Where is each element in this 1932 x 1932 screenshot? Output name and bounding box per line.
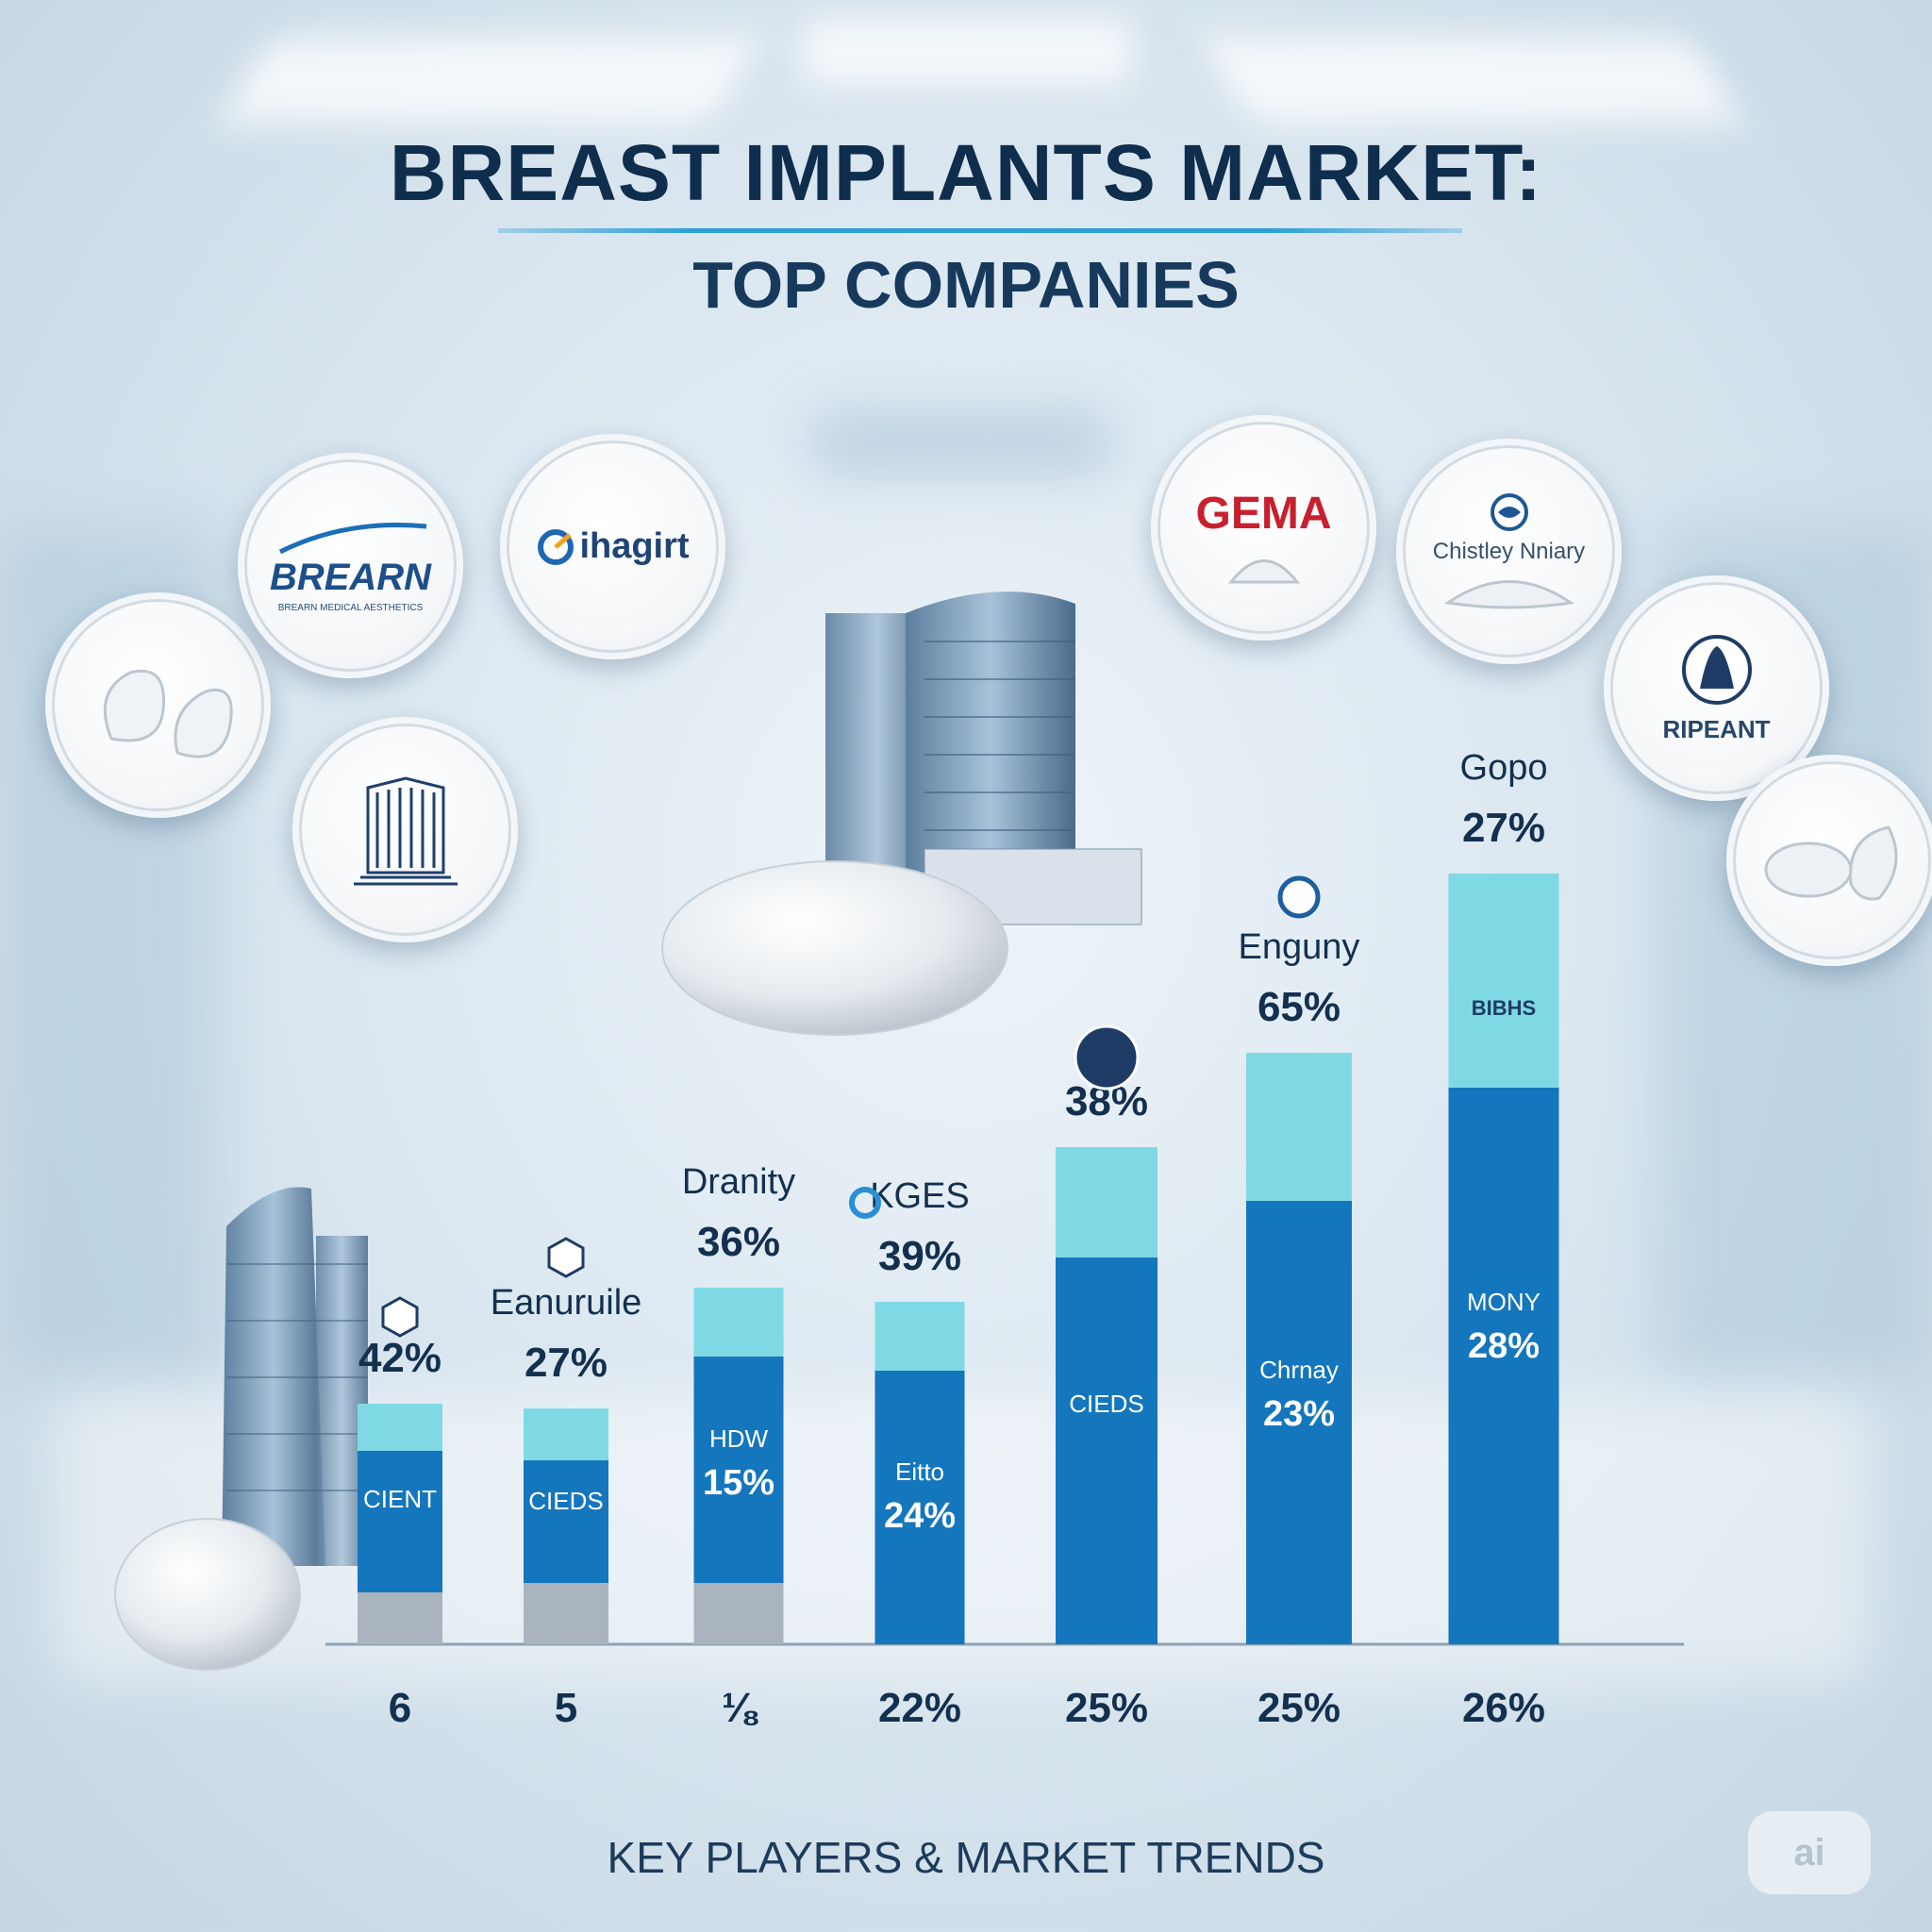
building-illustration-left: [222, 1187, 368, 1566]
implant-illustration-center: [661, 860, 1008, 1036]
ripeant-logo: RIPEANT: [1604, 575, 1829, 801]
bar-segment-light: [874, 1302, 965, 1371]
x-tick-label: 25%: [1257, 1685, 1341, 1731]
bar-inner-name: CIEDS: [1069, 1390, 1143, 1418]
implant-icon: [1443, 579, 1574, 608]
x-tick-label: 22%: [878, 1685, 961, 1731]
bar-inner-name: MONY: [1467, 1288, 1541, 1316]
bar-inner-name: CIEDS: [528, 1487, 603, 1515]
ripeant-logo-text: RIPEANT: [1662, 715, 1771, 743]
bar-segment-dark: [693, 1357, 784, 1583]
bar-segment-light: [1448, 874, 1559, 1088]
bar-segment-dark: [1056, 1257, 1158, 1644]
building-logo: [292, 717, 518, 942]
bar-inner-name: CIENT: [363, 1485, 437, 1513]
bar-segment-dark: [1448, 1088, 1559, 1644]
hexagon-icon: [381, 1296, 419, 1338]
title-divider: [498, 228, 1462, 233]
implant-icon: [103, 669, 233, 758]
bar-inner-name: HDW: [709, 1424, 769, 1453]
bar-company-label: Gopo: [1460, 748, 1548, 788]
bar-segment-grey: [524, 1583, 608, 1644]
bar-segment-light: [1056, 1147, 1158, 1257]
kges-icon: [849, 1187, 881, 1219]
bar-segment-light: [358, 1404, 442, 1451]
company-logo-circle: [1726, 755, 1932, 966]
swoosh-icon: [278, 522, 426, 554]
circle-emblem-icon: [1074, 1024, 1140, 1091]
gema-logo-text: GEMA: [1195, 489, 1332, 539]
bar-value-label: 27%: [525, 1340, 608, 1386]
bar-inner-name: Eitto: [895, 1457, 944, 1486]
bar-company-label: Dranity: [682, 1162, 795, 1202]
building-icon: [353, 775, 458, 885]
chart-subtitle: TOP COMPANIES: [692, 248, 1240, 322]
bar-company-label: Enguny: [1239, 927, 1360, 967]
brearn-logo: BREARN BREARN MEDICAL AESTHETICS: [238, 453, 463, 678]
bar-company-label: Eanuruile: [491, 1283, 642, 1323]
x-tick-label: 6: [389, 1685, 411, 1731]
brearn-tagline: BREARN MEDICAL AESTHETICS: [277, 602, 424, 613]
chistley-nniary-logo: Chistley Nniary: [1396, 439, 1622, 664]
ihagirt-logo: ihagirt: [500, 434, 725, 659]
bar-value-label: 65%: [1257, 984, 1341, 1030]
chart-title: BREAST IMPLANTS MARKET:: [389, 128, 1543, 217]
bar-segment-light: [524, 1408, 608, 1460]
bar-inner-value: 28%: [1468, 1326, 1540, 1366]
bar-value-label: 36%: [697, 1219, 780, 1265]
bar-value-label: 39%: [878, 1233, 961, 1279]
x-tick-label: 26%: [1462, 1685, 1545, 1731]
x-tick-label: ⅛: [722, 1685, 759, 1731]
bar-value-label: 42%: [358, 1335, 441, 1381]
bar-segment-dark: [358, 1451, 442, 1592]
bar-segment-grey: [693, 1583, 784, 1644]
implant-icon: [1764, 825, 1898, 901]
bar-inner-value: 15%: [703, 1463, 774, 1503]
x-tick-label: 5: [555, 1685, 577, 1731]
bar-segment-grey: [358, 1592, 442, 1644]
bar-inner-value: 23%: [1263, 1394, 1335, 1434]
brearn-logo-text: BREARN: [269, 556, 432, 598]
bar-inner-name: Chrnay: [1259, 1356, 1339, 1384]
bar-segment-light: [693, 1288, 784, 1357]
hexagon-icon: [547, 1237, 585, 1278]
chistley-nniary-logo-text: Chistley Nniary: [1432, 538, 1586, 564]
gema-logo: GEMA: [1151, 415, 1376, 641]
bar-company-label: KGES: [870, 1176, 970, 1216]
bar-segment-dark: [524, 1460, 608, 1583]
globe-icon: [1490, 492, 1528, 531]
footer-caption: KEY PLAYERS & MARKET TRENDS: [607, 1833, 1325, 1882]
bar-light-segment-label: BIBHS: [1472, 996, 1536, 1020]
bar-inner-value: 24%: [884, 1496, 956, 1536]
x-tick-label: 25%: [1065, 1685, 1148, 1731]
implant-illustration-left: [114, 1518, 301, 1671]
company-logo-circle: [45, 592, 271, 818]
ai-badge: ai: [1748, 1811, 1871, 1894]
bar-segment-dark: [874, 1371, 965, 1644]
implant-icon: [1227, 559, 1300, 584]
bar-segment-dark: [1246, 1201, 1352, 1644]
bar-value-label: 27%: [1462, 805, 1545, 851]
bar-segment-light: [1246, 1053, 1352, 1201]
emblem-icon: [1681, 635, 1752, 705]
swirl-icon: [1277, 875, 1321, 919]
gauge-icon: [538, 528, 575, 565]
ihagirt-logo-text: ihagirt: [579, 526, 690, 566]
